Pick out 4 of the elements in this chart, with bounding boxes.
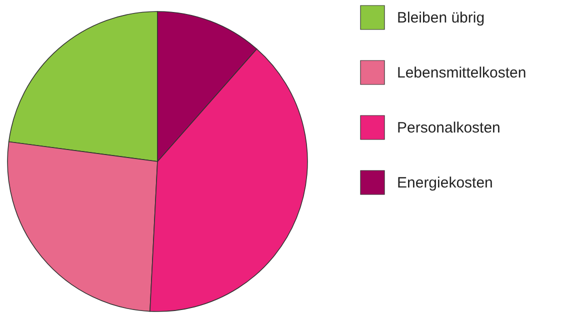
legend-label: Bleiben übrig xyxy=(397,10,485,26)
legend-label: Personalkosten xyxy=(397,120,500,136)
legend-label: Lebensmittelkosten xyxy=(397,64,526,82)
legend-label: Energiekosten xyxy=(397,174,493,192)
